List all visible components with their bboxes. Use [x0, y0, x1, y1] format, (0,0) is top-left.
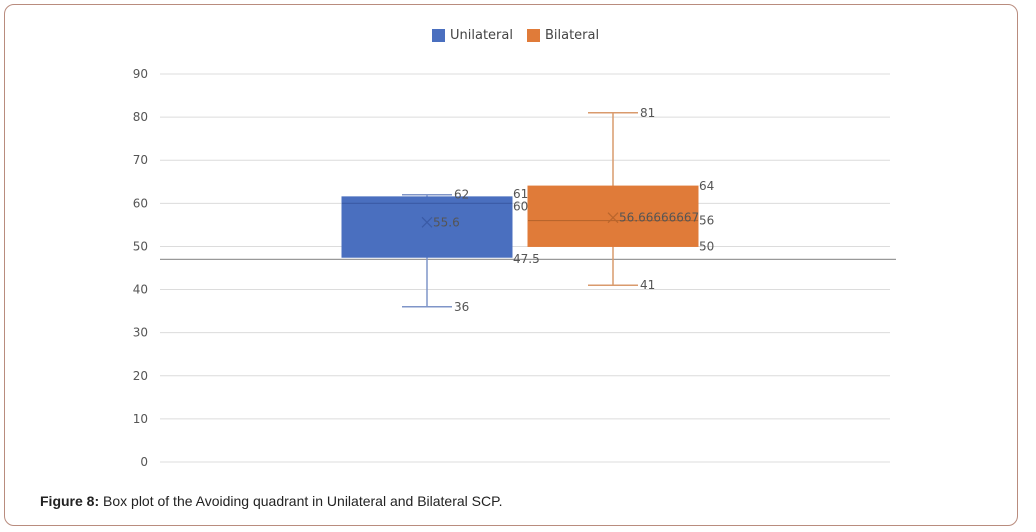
unilateral-max-label: 62 [454, 188, 469, 202]
bilateral-mean-label: 56.66666667 [619, 211, 699, 225]
unilateral-mean-marker [421, 216, 433, 228]
unilateral-min-label: 36 [454, 300, 469, 314]
unilateral-box [341, 196, 513, 258]
y-tick-label-90: 90 [133, 67, 148, 81]
legend-item-bilateral: Bilateral [526, 28, 600, 43]
unilateral-q1-label: 47.5 [513, 252, 540, 266]
y-tick-label-60: 60 [133, 196, 148, 210]
bilateral-box [527, 185, 699, 247]
y-tick-label-40: 40 [133, 283, 148, 297]
legend-swatch-bilateral [526, 29, 540, 42]
figure-frame [4, 4, 1018, 526]
bilateral-mean-marker [607, 212, 619, 224]
y-tick-label-50: 50 [133, 239, 148, 253]
bilateral-q1-label: 50 [699, 239, 714, 253]
y-tick-label-20: 20 [133, 369, 148, 383]
y-tick-label-0: 0 [140, 455, 148, 469]
caption-text: Box plot of the Avoiding quadrant in Uni… [99, 493, 503, 509]
bilateral-median-label: 56 [699, 214, 714, 228]
bilateral-min-label: 41 [640, 278, 655, 292]
y-tick-label-70: 70 [133, 153, 148, 167]
y-tick-label-30: 30 [133, 326, 148, 340]
legend-label-bilateral: Bilateral [544, 28, 600, 43]
chart-legend: Unilateral Bilateral [432, 28, 599, 43]
legend-label-unilateral: Unilateral [450, 28, 513, 43]
legend-swatch-unilateral [432, 29, 445, 42]
caption-label: Figure 8: [40, 493, 100, 509]
unilateral-mean-label: 55.6 [433, 215, 460, 229]
y-tick-label-10: 10 [133, 412, 148, 426]
y-tick-label-80: 80 [133, 110, 148, 124]
bilateral-max-label: 81 [640, 106, 655, 120]
figure-caption: Figure 8: Box plot of the Avoiding quadr… [40, 493, 503, 509]
unilateral-median-label: 60 [513, 199, 528, 213]
legend-item-unilateral: Unilateral [432, 28, 513, 43]
bilateral-q3-label: 64 [699, 179, 714, 193]
